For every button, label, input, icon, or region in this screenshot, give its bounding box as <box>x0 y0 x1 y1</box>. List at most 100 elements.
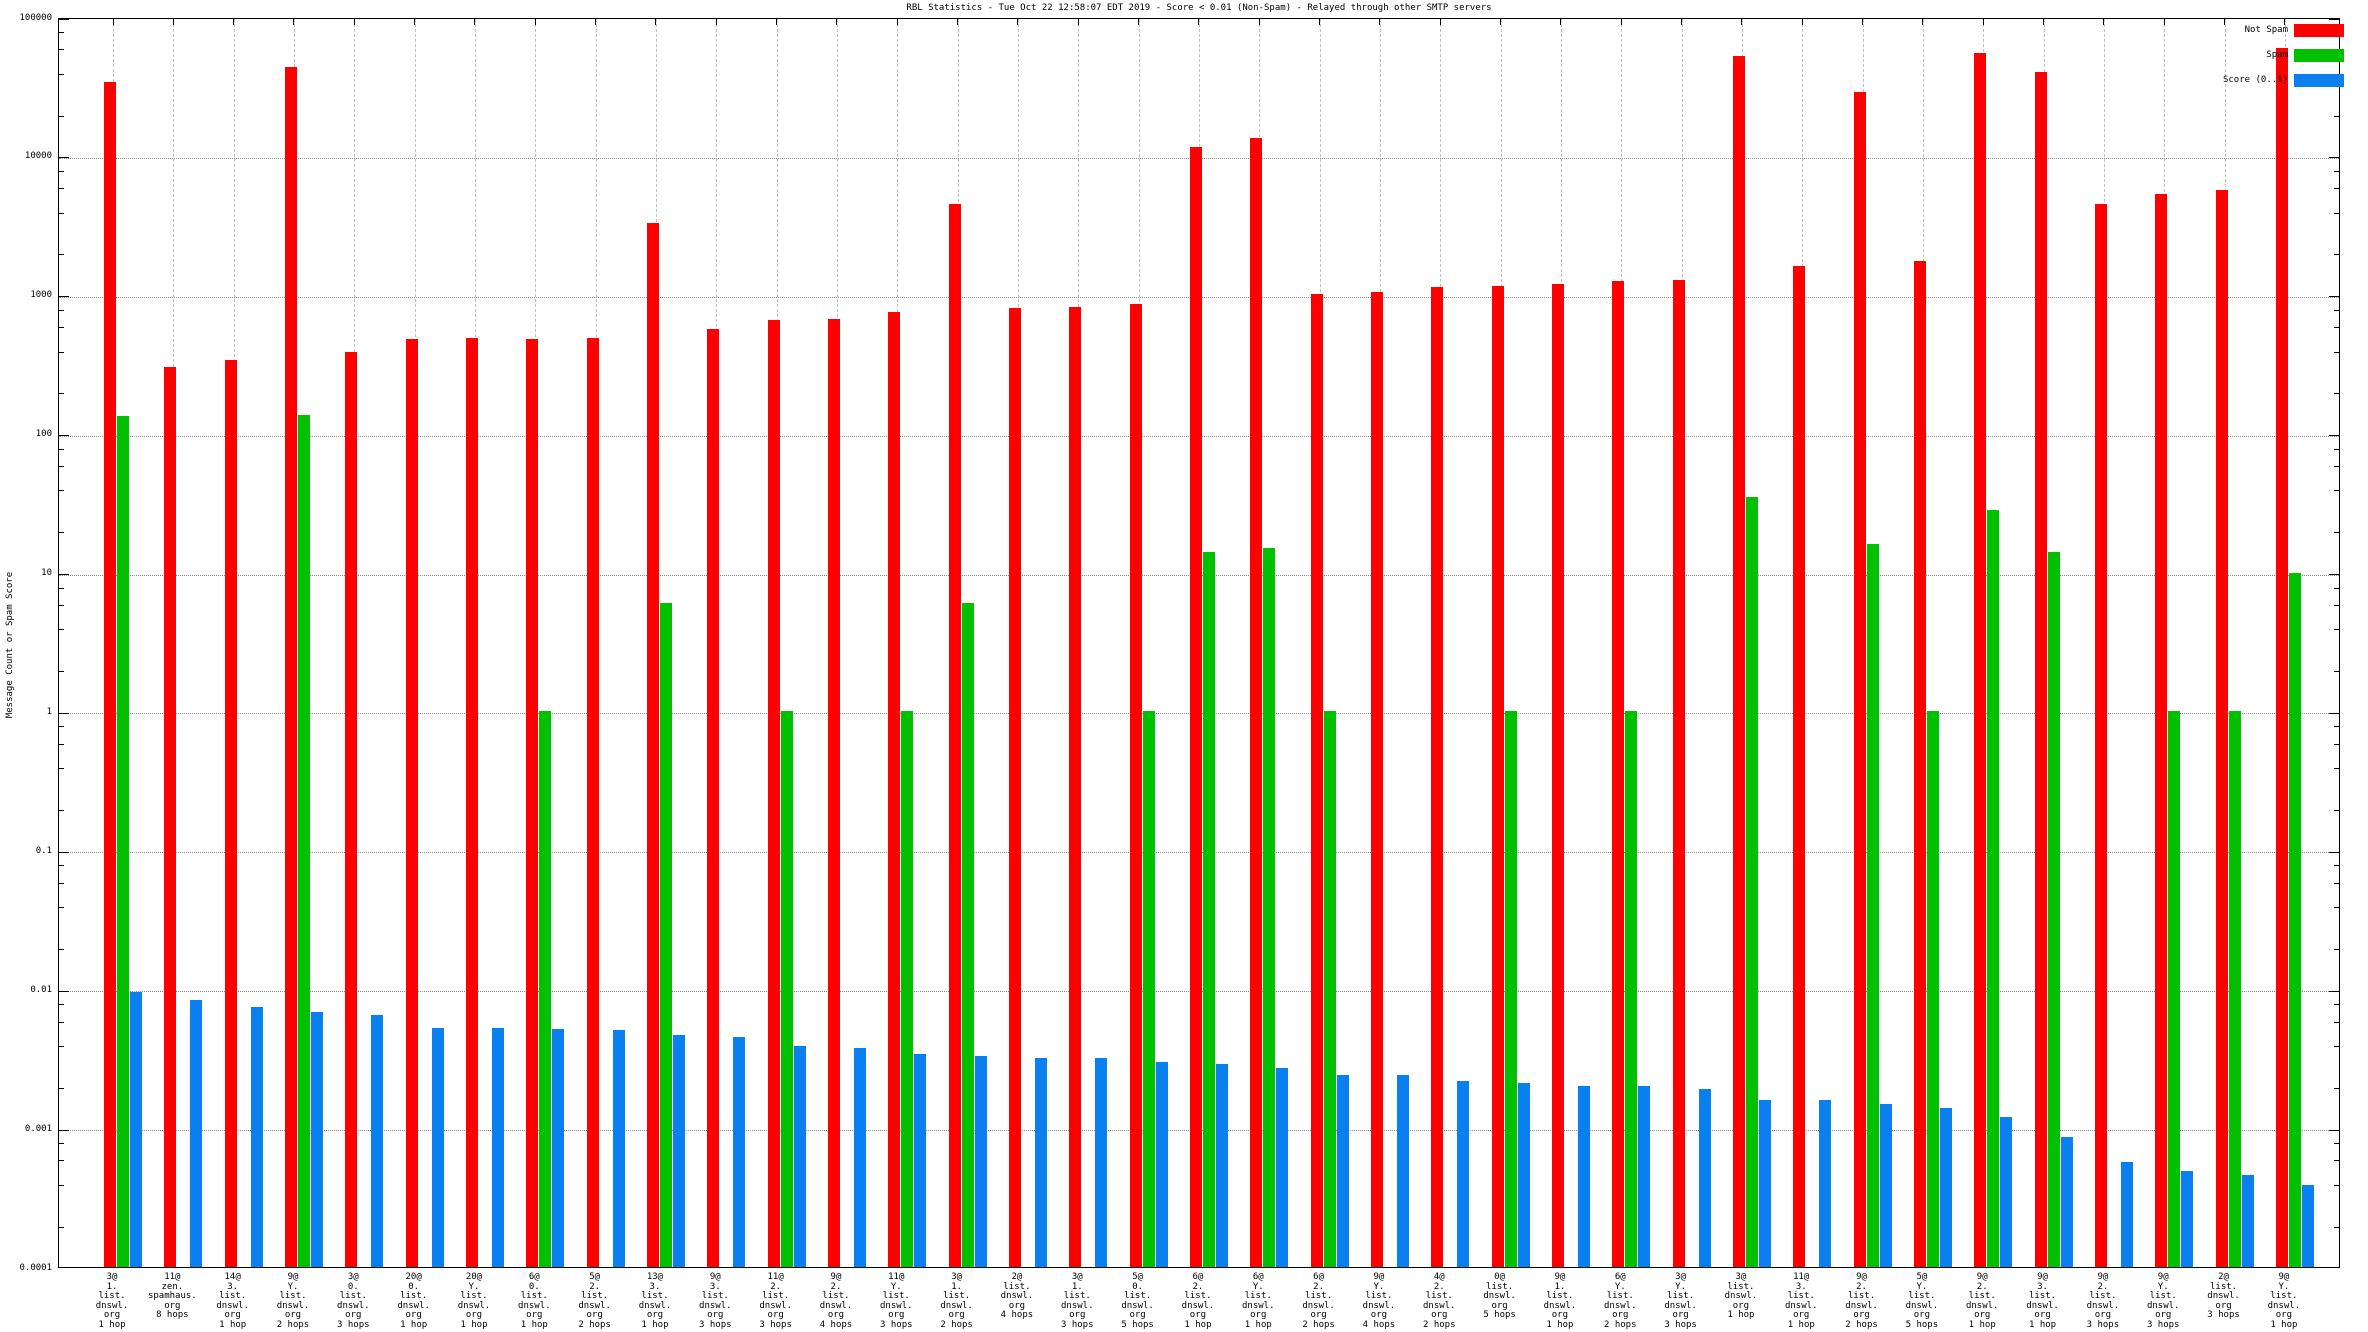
x-major-tick-top <box>233 19 235 25</box>
x-major-tick-top <box>1319 19 1321 25</box>
bar-not-spam <box>827 319 840 1267</box>
x-major-tick-top <box>1198 19 1200 25</box>
x-major-tick-top <box>112 19 114 25</box>
bar-not-spam <box>1250 137 1263 1267</box>
x-tick-label: 6@ Y. list. dnswl. org 1 hop <box>1242 1272 1275 1330</box>
bar-spam <box>1745 497 1758 1267</box>
x-major-tick-top <box>534 19 536 25</box>
x-tick-label: 2@ list. dnswl. org 3 hops <box>2207 1272 2240 1320</box>
x-tick-label: 9@ 3. list. dnswl. org 3 hops <box>699 1272 732 1330</box>
y-minor-tick <box>2334 726 2339 728</box>
bar-not-spam <box>1310 293 1323 1267</box>
x-tick-label: 14@ 3. list. dnswl. org 1 hop <box>216 1272 249 1330</box>
bar-score <box>612 1029 625 1267</box>
bar-spam <box>1142 711 1155 1267</box>
bar-score <box>2000 1117 2013 1267</box>
y-minor-tick <box>2334 865 2339 867</box>
bar-score <box>1819 1099 1832 1267</box>
x-major-tick-top <box>896 19 898 25</box>
x-major-tick-top <box>1077 19 1079 25</box>
y-minor-tick <box>2334 743 2339 745</box>
y-minor-tick <box>59 490 64 492</box>
y-minor-tick <box>59 327 64 329</box>
x-tick-label: 9@ 3. list. dnswl. org 1 hop <box>2026 1272 2059 1330</box>
y-minor-tick <box>2334 629 2339 631</box>
legend-entry-label: Spam <box>2266 50 2288 60</box>
y-minor-tick <box>59 465 64 467</box>
bar-spam <box>1926 711 1939 1267</box>
y-minor-tick <box>59 1160 64 1162</box>
y-minor-tick <box>2334 1143 2339 1145</box>
bar-score <box>310 1011 323 1267</box>
x-tick-label: 13@ 3. list. dnswl. org 1 hop <box>638 1272 672 1330</box>
y-major-tick <box>59 296 69 298</box>
bar-score <box>2120 1162 2133 1267</box>
y-major-tick <box>2329 574 2339 576</box>
y-minor-tick <box>59 448 64 450</box>
y-major-tick <box>2329 1129 2339 1131</box>
bar-score <box>250 1006 263 1267</box>
score-0-1--swatch <box>2294 74 2344 87</box>
bar-not-spam <box>1732 56 1745 1267</box>
bar-not-spam <box>948 204 961 1267</box>
y-minor-tick <box>59 254 64 256</box>
x-major-tick-top <box>414 19 416 25</box>
bar-score <box>1396 1075 1409 1267</box>
legend-entry: Score (0..1) <box>0 74 2368 87</box>
y-minor-tick <box>2334 604 2339 606</box>
bar-not-spam <box>1551 283 1564 1267</box>
x-tick-label: 3@ 1. list. dnswl. org 2 hops <box>940 1272 973 1330</box>
bar-not-spam <box>1008 307 1021 1267</box>
y-major-tick <box>59 157 69 159</box>
x-major-tick-top <box>2163 19 2165 25</box>
y-minor-tick <box>2334 948 2339 950</box>
bar-spam <box>1866 544 1879 1267</box>
x-major-tick-top <box>595 19 597 25</box>
bar-score <box>130 992 142 1267</box>
bar-not-spam <box>224 359 237 1267</box>
bar-not-spam <box>2094 204 2107 1267</box>
bar-score <box>733 1037 746 1267</box>
bar-spam <box>780 711 793 1267</box>
plot-area <box>58 18 2340 1268</box>
bar-score <box>431 1027 444 1267</box>
bar-not-spam <box>2155 194 2168 1267</box>
bar-not-spam <box>2275 47 2288 1267</box>
x-tick-label: 11@ Y. list. dnswl. org 3 hops <box>880 1272 913 1330</box>
y-minor-tick <box>2334 254 2339 256</box>
y-minor-tick <box>2334 309 2339 311</box>
y-minor-tick <box>59 393 64 395</box>
y-minor-tick <box>2334 465 2339 467</box>
x-major-tick-top <box>1681 19 1683 25</box>
x-major-tick-top <box>2224 19 2226 25</box>
x-tick-label: 9@ 2. list. dnswl. org 4 hops <box>819 1272 853 1330</box>
y-minor-tick <box>59 309 64 311</box>
y-minor-tick <box>59 351 64 353</box>
bar-score <box>1698 1089 1711 1267</box>
bar-score <box>2241 1174 2254 1267</box>
y-major-tick <box>59 990 69 992</box>
y-major-tick <box>59 712 69 714</box>
x-tick-label: 5@ Y. list. dnswl. org 5 hops <box>1905 1272 1939 1330</box>
legend-entry-label: Score (0..1) <box>2222 75 2288 85</box>
bar-spam <box>117 415 129 1267</box>
y-major-tick <box>59 18 69 20</box>
y-minor-tick <box>2334 1021 2339 1023</box>
x-major-tick-top <box>1862 19 1864 25</box>
x-tick-label: 3@ 0. list. dnswl. org 3 hops <box>337 1272 370 1330</box>
y-minor-tick <box>59 212 64 214</box>
x-major-tick-top <box>474 19 476 25</box>
chart-title: RBL Statistics - Tue Oct 22 12:58:07 EDT… <box>906 3 1492 13</box>
bar-spam <box>297 415 310 1267</box>
x-major-tick-top <box>2284 19 2286 25</box>
x-major-tick-top <box>1138 19 1140 25</box>
y-minor-tick <box>2334 587 2339 589</box>
bar-score <box>552 1028 565 1267</box>
x-tick-label: 3@ Y. list. dnswl. org 3 hops <box>1664 1272 1697 1330</box>
bar-not-spam <box>405 339 418 1267</box>
y-axis-label: Message Count or Spam Score <box>5 571 15 719</box>
y-minor-tick <box>59 73 64 75</box>
y-minor-tick <box>2334 810 2339 812</box>
y-major-tick <box>59 1129 69 1131</box>
x-major-tick-top <box>293 19 295 25</box>
